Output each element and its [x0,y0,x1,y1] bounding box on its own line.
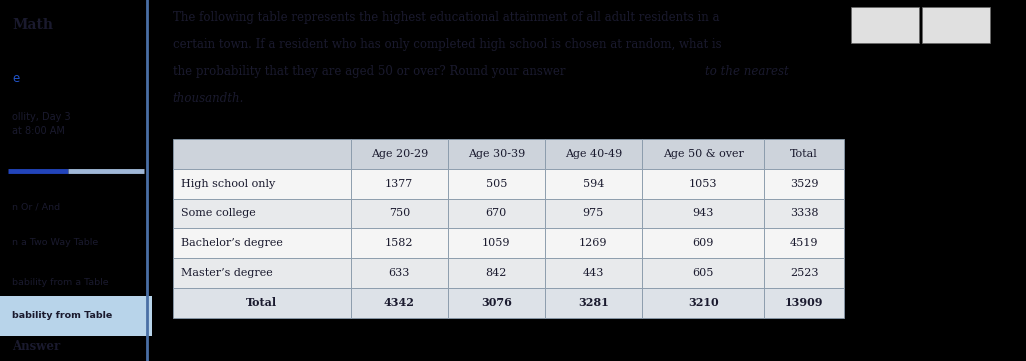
Text: ollity, Day 3
at 8:00 AM: ollity, Day 3 at 8:00 AM [12,112,71,136]
Text: 505: 505 [485,179,507,189]
Text: Age 40-49: Age 40-49 [564,149,622,159]
Bar [641,258,764,288]
Text: 4519: 4519 [790,238,819,248]
Bar [764,229,844,258]
Text: 3338: 3338 [790,208,819,218]
Text: Age 50 & over: Age 50 & over [663,149,744,159]
Text: Math: Math [12,18,53,32]
Bar [641,169,764,199]
Bar [0,296,152,336]
Text: 3076: 3076 [481,297,512,308]
Text: 975: 975 [583,208,604,218]
Bar [447,199,545,229]
Bar [545,199,641,229]
Bar [447,229,545,258]
Text: Age 30-39: Age 30-39 [468,149,525,159]
Text: 943: 943 [693,208,714,218]
Bar [351,258,447,288]
Bar [545,258,641,288]
Text: 1059: 1059 [482,238,511,248]
Text: 13909: 13909 [785,297,824,308]
Text: bability from Table: bability from Table [12,312,113,320]
Text: to the nearest: to the nearest [705,65,789,78]
Bar [641,229,764,258]
Text: 2523: 2523 [790,268,819,278]
Bar [641,139,764,169]
Bar [545,139,641,169]
Text: 1582: 1582 [385,238,413,248]
Text: 609: 609 [693,238,714,248]
Bar [447,288,545,318]
Text: 842: 842 [485,268,507,278]
Bar [447,258,545,288]
Text: e: e [12,72,19,85]
Text: 3281: 3281 [578,297,608,308]
Text: Some college: Some college [181,208,255,218]
Bar [172,288,351,318]
Bar [851,7,919,43]
Text: 1053: 1053 [688,179,717,189]
Bar [545,288,641,318]
Bar [545,229,641,258]
Text: 4342: 4342 [384,297,415,308]
Bar [764,199,844,229]
Text: High school only: High school only [181,179,275,189]
Text: 750: 750 [389,208,409,218]
Bar [172,258,351,288]
Text: 1377: 1377 [385,179,413,189]
Text: bability from a Table: bability from a Table [12,278,109,287]
Bar [351,169,447,199]
Bar [351,199,447,229]
Bar [764,288,844,318]
Bar [447,169,545,199]
Bar [172,169,351,199]
Bar [764,169,844,199]
Text: 605: 605 [693,268,714,278]
Text: Total: Total [246,297,277,308]
Text: n a Two Way Table: n a Two Way Table [12,238,98,247]
Text: Total: Total [790,149,818,159]
Bar [172,229,351,258]
Text: 633: 633 [389,268,410,278]
Bar [764,139,844,169]
Bar [641,199,764,229]
Text: thousandth.: thousandth. [172,92,244,105]
Bar [172,199,351,229]
Bar [351,139,447,169]
Bar [922,7,990,43]
Bar [172,139,351,169]
Text: Master’s degree: Master’s degree [181,268,273,278]
Bar [447,139,545,169]
Text: Bachelor’s degree: Bachelor’s degree [181,238,283,248]
Text: 1269: 1269 [579,238,607,248]
Text: 670: 670 [485,208,507,218]
Text: The following table represents the highest educational attainment of all adult r: The following table represents the highe… [172,11,719,24]
Bar [641,288,764,318]
Text: 3210: 3210 [687,297,718,308]
Text: Age 20-29: Age 20-29 [370,149,428,159]
Text: 594: 594 [583,179,604,189]
Text: 443: 443 [583,268,604,278]
Bar [545,169,641,199]
Bar [351,288,447,318]
Text: 3529: 3529 [790,179,819,189]
Bar [764,258,844,288]
Text: Answer: Answer [12,340,61,353]
Text: n Or / And: n Or / And [12,202,61,211]
Bar [351,229,447,258]
Text: the probability that they are aged 50 or over? Round your answer: the probability that they are aged 50 or… [172,65,569,78]
Text: certain town. If a resident who has only completed high school is chosen at rand: certain town. If a resident who has only… [172,38,721,51]
